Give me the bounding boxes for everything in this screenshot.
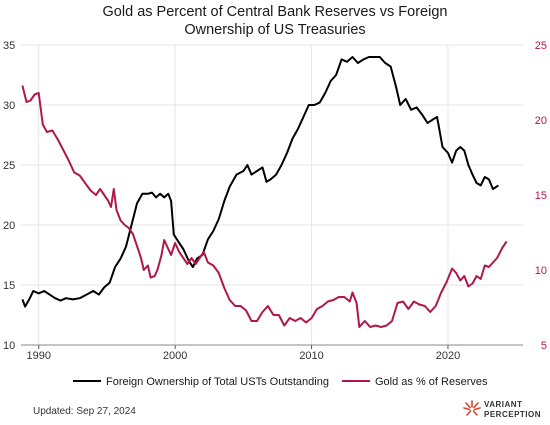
right-tick-label: 15 bbox=[535, 190, 547, 202]
left-tick-label: 15 bbox=[3, 280, 15, 292]
left-tick-label: 20 bbox=[3, 220, 15, 232]
x-tick-label: 2000 bbox=[163, 350, 187, 362]
legend: Foreign Ownership of Total USTs Outstand… bbox=[73, 376, 488, 388]
right-tick-label: 20 bbox=[535, 115, 547, 127]
series-lines bbox=[21, 56, 508, 328]
grid-lines bbox=[21, 44, 523, 346]
left-tick-label: 30 bbox=[3, 100, 15, 112]
sunburst-logo-icon bbox=[463, 400, 481, 416]
chart-title-line-2: Ownership of US Treasuries bbox=[184, 22, 366, 38]
chart-title-line-1: Gold as Percent of Central Bank Reserves… bbox=[102, 4, 448, 20]
left-tick-label: 10 bbox=[3, 340, 15, 352]
updated-date: Updated: Sep 27, 2024 bbox=[33, 406, 136, 417]
right-tick-label: 5 bbox=[541, 340, 547, 352]
x-tick-label: 2020 bbox=[436, 350, 460, 362]
legend-label-gold-reserves: Gold as % of Reserves bbox=[375, 376, 488, 388]
series-line-gold-reserves bbox=[21, 85, 508, 328]
left-tick-label: 25 bbox=[3, 160, 15, 172]
left-tick-label: 35 bbox=[3, 40, 15, 52]
x-tick-label: 1990 bbox=[26, 350, 50, 362]
x-tick-label: 2010 bbox=[299, 350, 323, 362]
legend-label-foreign-ownership: Foreign Ownership of Total USTs Outstand… bbox=[106, 376, 329, 388]
right-tick-label: 25 bbox=[535, 40, 547, 52]
axes: 10 15 20 25 30 35 5 10 15 20 25 1990 2000 2010 2020 bbox=[3, 40, 547, 362]
brand-line-2: PERCEPTION bbox=[484, 410, 541, 419]
series-line-foreign-ownership bbox=[21, 56, 499, 308]
brand-line-1: VARIANT bbox=[484, 400, 522, 409]
right-tick-label: 10 bbox=[535, 265, 547, 277]
